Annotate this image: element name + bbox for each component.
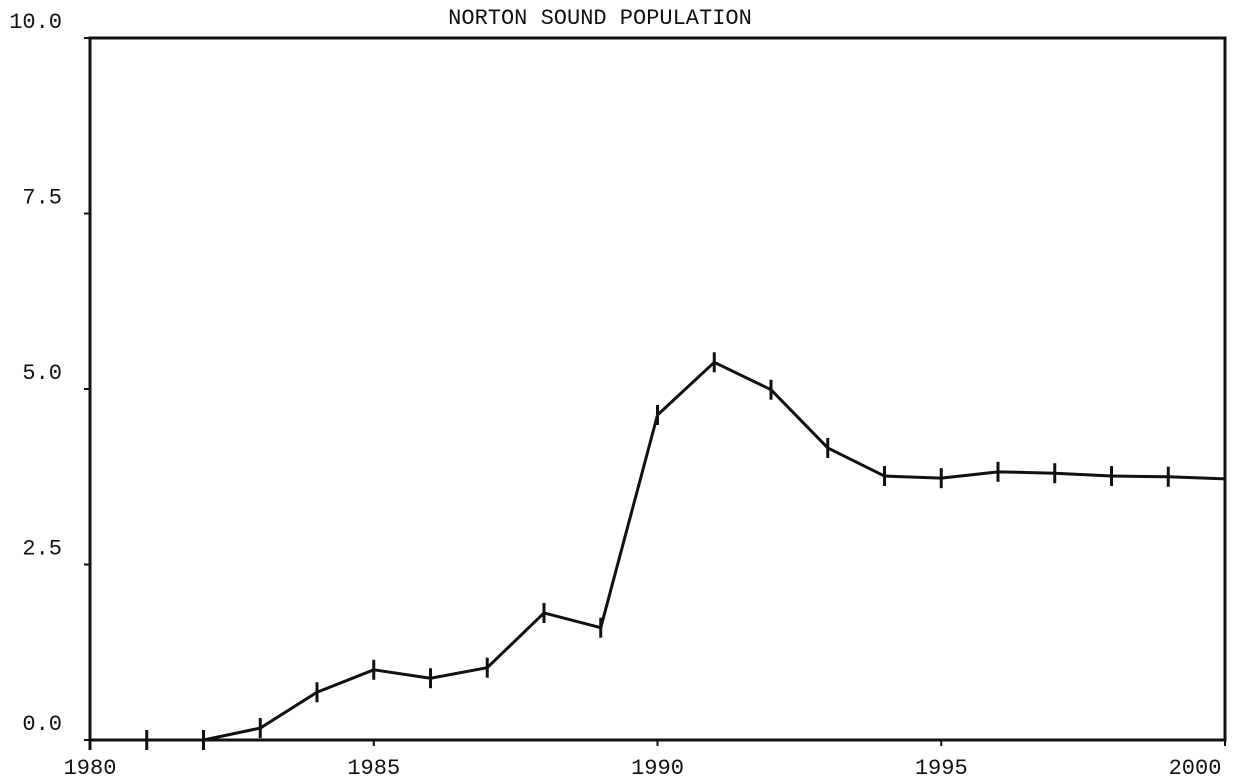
x-tick-label: 1995 [915,756,968,781]
x-tick-label: 1985 [347,756,400,781]
plot-frame [88,36,1227,742]
chart-title: NORTON SOUND POPULATION [448,6,752,31]
x-tick-label: 1980 [64,756,117,781]
x-tick-label: 2000 [1169,756,1222,781]
y-tick-label: 2.5 [22,536,62,561]
y-tick-label: 7.5 [22,185,62,210]
x-tick-label: 1990 [631,756,684,781]
y-tick-label: 0.0 [22,712,62,737]
y-tick-label: 5.0 [22,361,62,386]
y-tick-label: 10.0 [9,10,62,35]
